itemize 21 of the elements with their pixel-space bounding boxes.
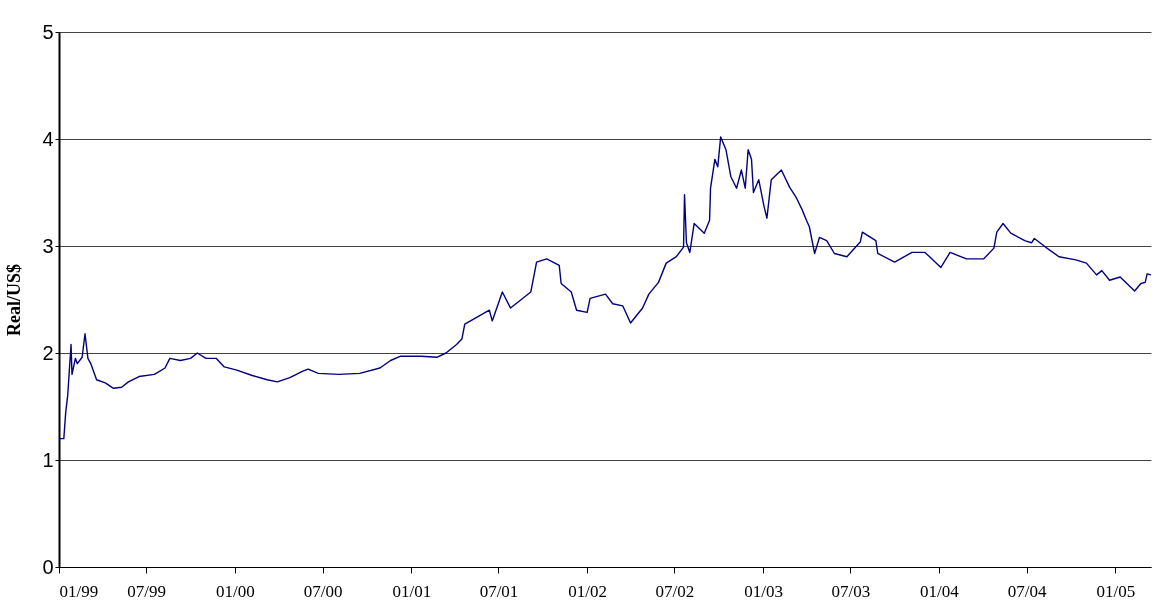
x-tick-label: 01/99 (59, 581, 99, 601)
x-tick-label: 07/01 (479, 581, 519, 601)
x-tick-label: 07/03 (831, 581, 871, 601)
x-tick-label: 07/99 (127, 581, 167, 601)
x-tick-label: 01/05 (1096, 581, 1136, 601)
y-tick-label: 3 (42, 234, 54, 257)
y-tick-label: 1 (42, 448, 54, 471)
x-tick-label: 01/02 (568, 581, 608, 601)
x-tick-label: 01/04 (920, 581, 960, 601)
x-tick-label: 01/01 (392, 581, 432, 601)
x-tick-label: 07/02 (655, 581, 695, 601)
y-tick-label: 5 (42, 20, 54, 43)
y-tick-label: 0 (42, 555, 54, 578)
x-tick-label: 07/00 (303, 581, 343, 601)
x-tick-label: 01/03 (744, 581, 783, 601)
x-tick-label: 07/04 (1007, 581, 1048, 601)
y-tick-label: 2 (42, 341, 54, 364)
y-tick-label: 4 (42, 127, 54, 150)
line-series (58, 136, 1152, 440)
x-tick-label: 01/00 (216, 581, 255, 601)
y-axis-title: Real/US$ (4, 264, 25, 336)
